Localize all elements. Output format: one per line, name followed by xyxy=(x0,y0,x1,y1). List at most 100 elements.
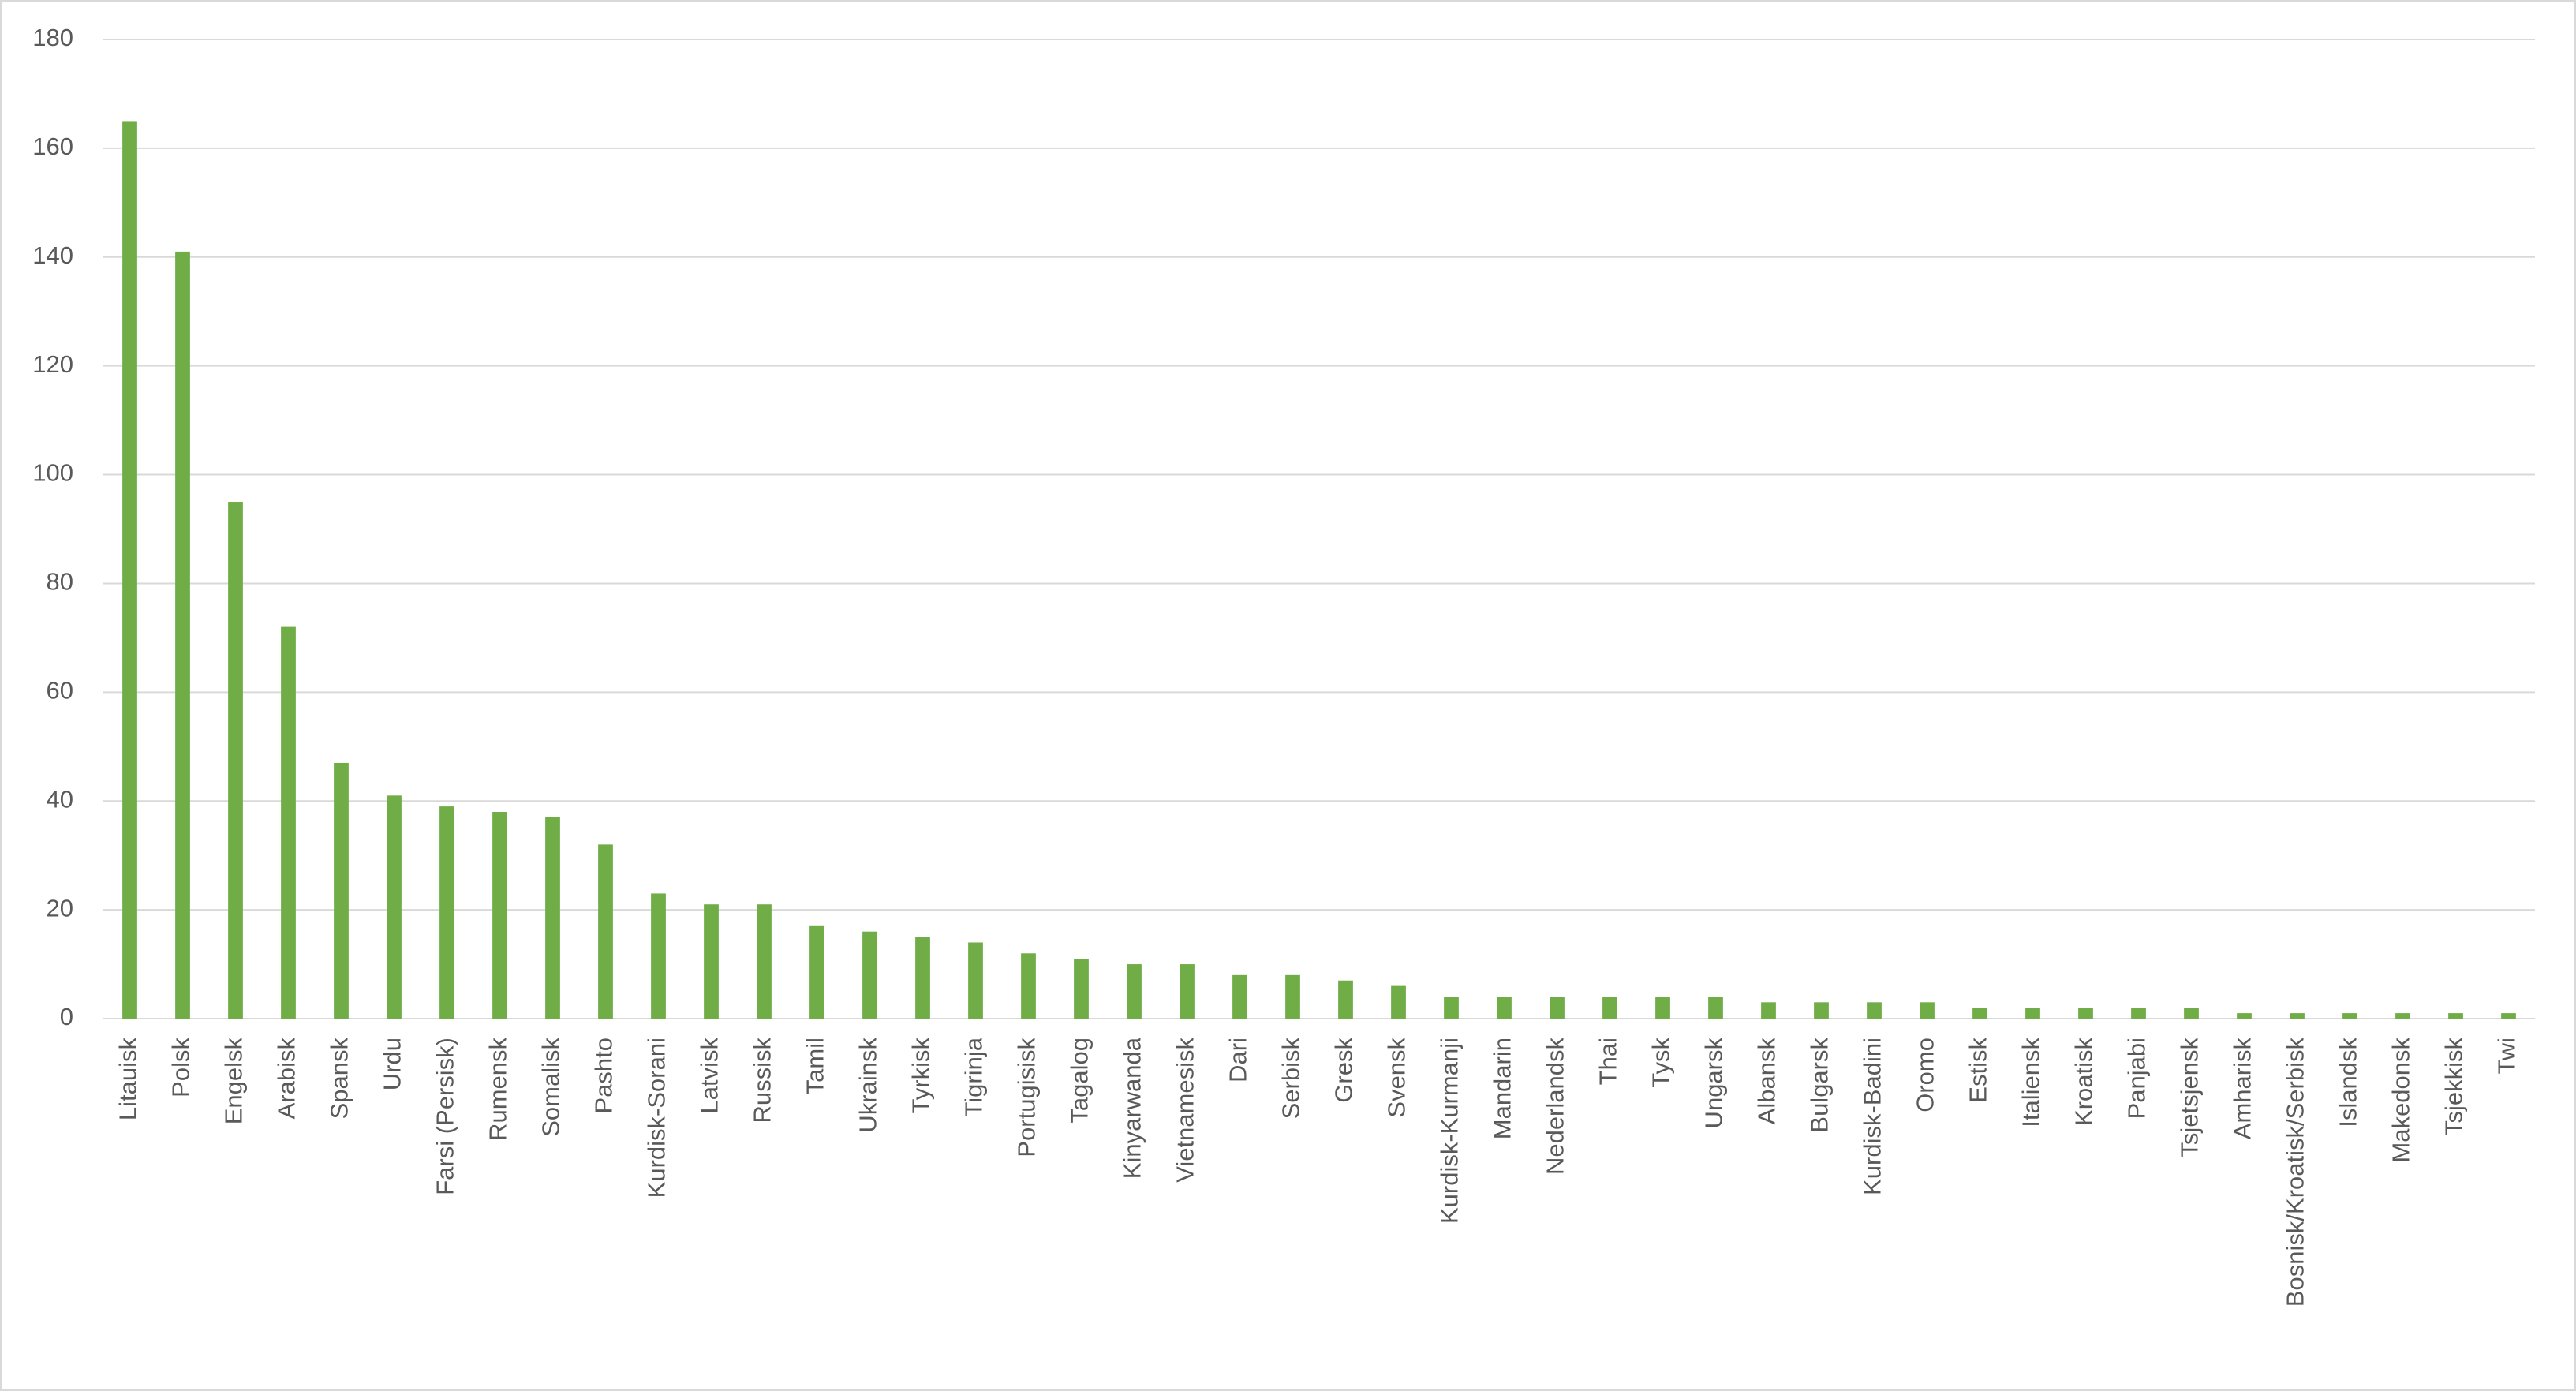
x-tick-label: Engelsk xyxy=(220,1038,248,1125)
bar xyxy=(387,795,402,1019)
x-tick-label: Twi xyxy=(2493,1038,2521,1075)
x-tick-label: Polsk xyxy=(167,1038,195,1097)
x-tick-label: Oromo xyxy=(1912,1038,1939,1112)
bar xyxy=(1338,980,1353,1019)
x-tick-label: Islandsk xyxy=(2335,1038,2362,1127)
x-tick-label: Thai xyxy=(1595,1038,1622,1085)
y-tick-label: 60 xyxy=(47,677,73,705)
x-tick-label: Tyrkisk xyxy=(907,1038,935,1114)
bar xyxy=(2184,1008,2199,1019)
x-tick-label: Pashto xyxy=(590,1038,618,1114)
bar xyxy=(704,904,719,1019)
bar xyxy=(915,937,930,1019)
x-tick-label: Bosnisk/Kroatisk/Serbisk xyxy=(2282,1038,2309,1307)
bar xyxy=(1127,964,1142,1019)
bar xyxy=(1867,1002,1882,1019)
x-tick-label: Tysk xyxy=(1647,1038,1675,1088)
bar xyxy=(2501,1013,2516,1019)
bar xyxy=(809,925,824,1019)
bar xyxy=(2078,1008,2093,1019)
x-tick-label: Svensk xyxy=(1383,1038,1411,1118)
bar xyxy=(2395,1013,2410,1019)
bar xyxy=(1444,997,1459,1019)
x-tick-label: Kinyarwanda xyxy=(1119,1037,1146,1179)
x-tick-label: Kurdisk-Kurmanji xyxy=(1436,1038,1464,1224)
x-tick-label: Russisk xyxy=(749,1038,776,1124)
x-tick-label: Mandarin xyxy=(1489,1038,1516,1139)
bar xyxy=(1655,997,1670,1019)
bar xyxy=(2131,1008,2146,1019)
bar xyxy=(1602,997,1617,1019)
x-tick-label: Litauisk xyxy=(114,1038,142,1121)
bar xyxy=(2025,1008,2040,1019)
bar xyxy=(492,812,507,1019)
bar xyxy=(1761,1002,1776,1019)
x-tick-label: Bulgarsk xyxy=(1806,1038,1834,1133)
bar xyxy=(175,251,190,1019)
bar xyxy=(1550,997,1565,1019)
x-tick-label: Tagalog xyxy=(1066,1038,1094,1124)
y-tick-label: 140 xyxy=(32,241,73,269)
x-tick-label: Makedonsk xyxy=(2387,1038,2415,1163)
bar xyxy=(1180,964,1195,1019)
x-tick-label: Serbisk xyxy=(1277,1038,1305,1120)
bar xyxy=(1021,953,1036,1019)
x-tick-label: Somalisk xyxy=(537,1038,565,1137)
y-tick-label: 180 xyxy=(32,24,73,51)
bar xyxy=(334,762,349,1019)
x-tick-label: Kurdisk-Sorani xyxy=(643,1038,671,1198)
x-tick-label: Kurdisk-Badini xyxy=(1859,1038,1886,1195)
x-tick-label: Vietnamesisk xyxy=(1172,1038,1199,1183)
x-tick-label: Albansk xyxy=(1753,1038,1781,1125)
x-tick-label: Panjabi xyxy=(2123,1038,2151,1119)
bar xyxy=(1708,997,1723,1019)
bar xyxy=(1074,959,1089,1019)
bar xyxy=(1972,1008,1987,1019)
bar xyxy=(439,806,454,1019)
bar xyxy=(862,931,877,1019)
y-tick-label: 20 xyxy=(47,894,73,922)
x-tick-label: Rumensk xyxy=(484,1038,512,1141)
y-tick-label: 120 xyxy=(32,350,73,378)
x-tick-label: Italiensk xyxy=(2017,1038,2045,1127)
x-tick-label: Nederlandsk xyxy=(1542,1038,1569,1176)
x-tick-label: Farsi (Persisk) xyxy=(432,1038,459,1195)
x-tick-label: Tigrinja xyxy=(960,1037,988,1116)
x-tick-label: Ungarsk xyxy=(1700,1038,1728,1129)
x-tick-label: Estisk xyxy=(1965,1038,1992,1103)
bar xyxy=(1232,974,1247,1019)
x-tick-label: Urdu xyxy=(379,1038,406,1090)
bar xyxy=(281,626,296,1019)
bar xyxy=(2342,1013,2357,1019)
bar xyxy=(1814,1002,1829,1019)
x-tick-label: Ukrainsk xyxy=(854,1038,882,1133)
x-tick-label: Kroatisk xyxy=(2070,1038,2098,1126)
x-tick-label: Latvisk xyxy=(696,1038,723,1114)
bar xyxy=(228,502,243,1019)
x-tick-label: Portugisisk xyxy=(1013,1038,1041,1157)
x-tick-label: Dari xyxy=(1224,1038,1252,1083)
bar xyxy=(1285,974,1300,1019)
bar xyxy=(1497,997,1512,1019)
x-tick-label: Tsjekkisk xyxy=(2440,1038,2468,1136)
y-tick-label: 80 xyxy=(47,568,73,596)
x-tick-label: Tamil xyxy=(802,1038,829,1094)
bar xyxy=(598,844,613,1019)
bar xyxy=(1920,1002,1935,1019)
y-tick-label: 160 xyxy=(32,133,73,160)
x-tick-label: Arabisk xyxy=(273,1038,301,1120)
x-tick-label: Gresk xyxy=(1330,1038,1358,1103)
bar xyxy=(757,904,772,1019)
y-tick-label: 100 xyxy=(32,459,73,487)
x-tick-label: Amharisk xyxy=(2229,1038,2256,1140)
x-tick-label: Tsjetsjensk xyxy=(2176,1038,2204,1157)
bar xyxy=(1391,985,1406,1019)
bar xyxy=(651,893,666,1019)
bar xyxy=(2448,1013,2463,1019)
bar xyxy=(122,121,137,1019)
bar xyxy=(545,817,560,1019)
bar xyxy=(2237,1013,2252,1019)
x-tick-label: Spansk xyxy=(326,1038,353,1120)
